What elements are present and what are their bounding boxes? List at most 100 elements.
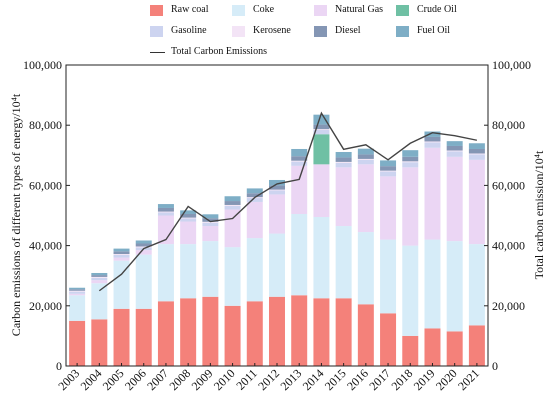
- bar-segment: [335, 161, 352, 163]
- bar-segment: [468, 143, 485, 149]
- bar-segment: [291, 165, 308, 214]
- bar-segment: [135, 250, 152, 255]
- x-tick-label: 2013: [277, 366, 304, 393]
- y-tick-label-right: 60,000: [492, 178, 525, 192]
- bar-segment: [69, 291, 86, 294]
- bar-segment: [157, 212, 174, 216]
- legend-swatch: [150, 26, 163, 37]
- bar-segment: [357, 158, 374, 160]
- x-tick-label: 2018: [389, 366, 416, 393]
- bar-segment: [224, 196, 241, 202]
- bar-segment: [446, 141, 463, 146]
- y-tick-label-right: 0: [492, 359, 498, 373]
- legend-label: Diesel: [335, 25, 361, 36]
- y-tick-label-right: 20,000: [492, 299, 525, 313]
- bar-segment: [335, 298, 352, 366]
- x-tick-label: 2008: [166, 366, 193, 393]
- bar-segment: [335, 151, 352, 158]
- bar-segment: [246, 198, 263, 202]
- bar-segment: [157, 301, 174, 366]
- bar-segment: [69, 295, 86, 321]
- bar-segment: [380, 166, 397, 171]
- bar-segment: [246, 193, 263, 198]
- bar-segment: [224, 305, 241, 366]
- bar-segment: [424, 328, 441, 367]
- bar-segment: [402, 335, 419, 366]
- bar-segment: [69, 290, 86, 292]
- bar-segment: [380, 160, 397, 167]
- bar-segment: [313, 130, 330, 135]
- bar-segment: [91, 275, 108, 277]
- bar-segment: [246, 301, 263, 366]
- x-tick-label: 2006: [122, 366, 149, 393]
- y-tick-label-left: 40,000: [29, 239, 62, 253]
- bar-segment: [402, 167, 419, 246]
- bar-segment: [380, 171, 397, 177]
- bar-segment: [246, 201, 263, 239]
- bar-segment: [180, 244, 197, 299]
- bar-segment: [224, 205, 241, 210]
- bar-segment: [291, 214, 308, 296]
- bar-segment: [135, 243, 152, 247]
- x-tick-label: 2012: [255, 366, 282, 393]
- bar-segment: [335, 226, 352, 299]
- bar-segment: [313, 298, 330, 366]
- bar-segment: [424, 136, 441, 142]
- y-tick-label-right: 80,000: [492, 118, 525, 132]
- bar-segment: [157, 244, 174, 302]
- y-tick-label-left: 60,000: [29, 178, 62, 192]
- bar-segment: [91, 272, 108, 276]
- bar-segment: [468, 244, 485, 326]
- x-tick-label: 2007: [144, 366, 171, 393]
- bar-segment: [269, 185, 285, 190]
- bar-segment: [380, 170, 397, 172]
- bar-segment: [313, 124, 330, 130]
- legend-swatch: [314, 5, 327, 16]
- y-tick-label-left: 100,000: [23, 58, 62, 72]
- bar-segment: [113, 254, 130, 255]
- bar-segment: [202, 218, 219, 222]
- bar-segment: [224, 201, 241, 205]
- y-tick-label-right: 40,000: [492, 239, 525, 253]
- legend-swatch: [396, 26, 409, 37]
- bar-segment: [202, 226, 219, 242]
- bar-segment: [69, 320, 86, 366]
- bar-segment: [113, 257, 130, 261]
- bar-segment: [157, 215, 174, 245]
- x-tick-label: 2004: [78, 366, 105, 393]
- bar-segment: [157, 204, 174, 208]
- bar-segment: [357, 304, 374, 366]
- bar-segment: [335, 157, 352, 162]
- bar-segment: [157, 207, 174, 212]
- bar-segment: [246, 238, 263, 302]
- legend-label: Crude Oil: [417, 4, 457, 15]
- total-emissions-line: [98, 111, 478, 292]
- y-tick-label-left: 0: [56, 359, 62, 373]
- legend-swatch: [396, 5, 409, 16]
- legend-label: Natural Gas: [335, 4, 384, 15]
- bar-segment: [402, 161, 419, 163]
- legend-label: Coke: [253, 4, 275, 15]
- legend-swatch: [150, 5, 163, 16]
- bar-segment: [269, 233, 285, 297]
- bar-segment: [357, 164, 374, 233]
- bar-segment: [313, 129, 330, 131]
- bar-segment: [313, 217, 330, 299]
- bar-segment: [113, 254, 130, 258]
- bar-segment: [446, 151, 463, 157]
- legend-label: Total Carbon Emissions: [171, 46, 267, 57]
- bar-segment: [269, 179, 285, 186]
- bar-segment: [135, 246, 152, 248]
- bar-segment: [424, 142, 441, 148]
- y-tick-label-left: 80,000: [29, 118, 62, 132]
- bar-segment: [224, 247, 241, 306]
- bar-segment: [269, 194, 285, 234]
- bar-segment: [402, 245, 419, 336]
- bar-segment: [335, 162, 352, 168]
- x-tick-label: 2015: [322, 366, 349, 393]
- bar-segment: [446, 331, 463, 366]
- bar-segment: [135, 308, 152, 366]
- bar-segment: [157, 211, 174, 213]
- bar-segment: [91, 283, 108, 320]
- bar-segment: [135, 240, 152, 244]
